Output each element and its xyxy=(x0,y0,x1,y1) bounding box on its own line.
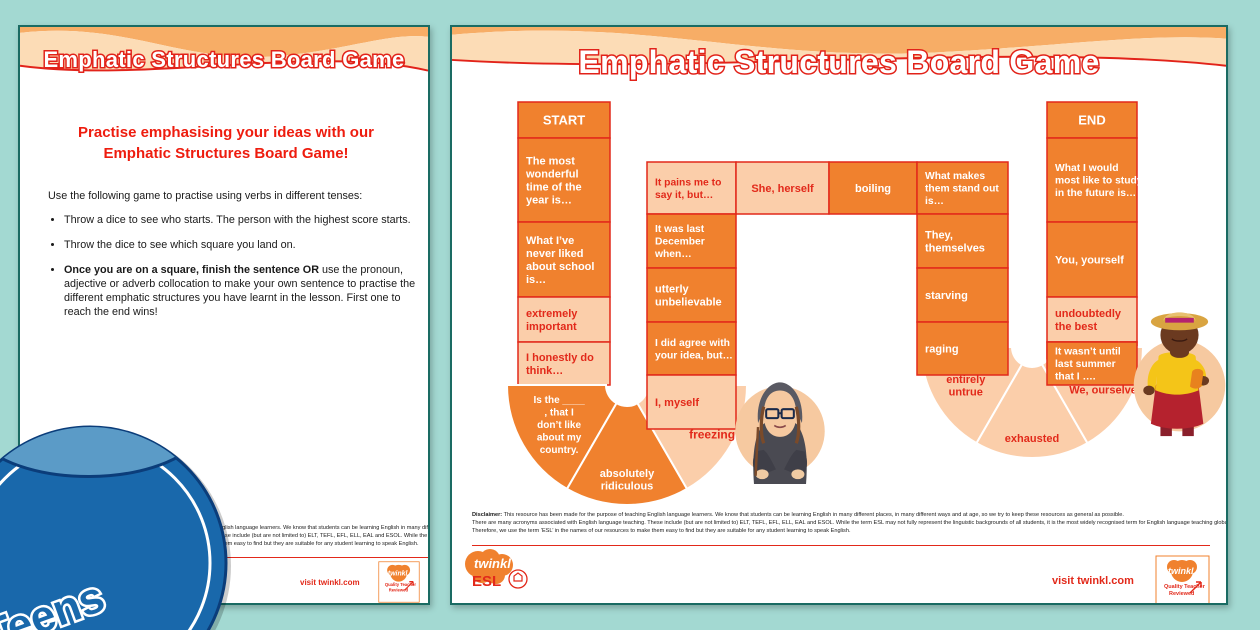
svg-text:You, yourself: You, yourself xyxy=(1055,255,1124,267)
svg-text:never liked: never liked xyxy=(526,248,583,260)
svg-text:themselves: themselves xyxy=(925,243,985,255)
svg-text:when…: when… xyxy=(654,249,692,260)
svg-text:in the future is…: in the future is… xyxy=(1055,188,1136,199)
svg-text:don’t like: don’t like xyxy=(537,420,581,431)
svg-text:your idea, but…: your idea, but… xyxy=(655,351,733,362)
svg-text:twinkl: twinkl xyxy=(474,556,511,571)
svg-text:ESL: ESL xyxy=(472,573,501,590)
svg-text:She, herself: She, herself xyxy=(751,183,814,195)
svg-text:The most: The most xyxy=(526,156,575,168)
svg-text:I honestly do: I honestly do xyxy=(526,352,594,364)
svg-text:unbelievable: unbelievable xyxy=(655,297,722,309)
svg-text:untrue: untrue xyxy=(949,386,983,398)
svg-text:about school: about school xyxy=(526,261,594,273)
svg-text:raging: raging xyxy=(925,344,959,356)
svg-text:undoubtedly: undoubtedly xyxy=(1055,308,1122,320)
svg-text:absolutely: absolutely xyxy=(600,468,655,480)
svg-text:They,: They, xyxy=(925,230,953,242)
svg-text:Quality Teacher: Quality Teacher xyxy=(1164,584,1206,590)
svg-text:Is the ____: Is the ____ xyxy=(534,395,586,406)
svg-text:What I would: What I would xyxy=(1055,163,1119,174)
svg-text:What I’ve: What I’ve xyxy=(526,235,574,247)
svg-text:What makes: What makes xyxy=(925,171,985,182)
svg-text:about my: about my xyxy=(537,432,582,443)
svg-text:END: END xyxy=(1078,113,1105,128)
svg-text:twinkl: twinkl xyxy=(1168,566,1194,576)
svg-text:time of the: time of the xyxy=(526,182,582,194)
svg-text:is…: is… xyxy=(526,274,546,286)
svg-text:wonderful: wonderful xyxy=(525,169,579,181)
svg-text:ridiculous: ridiculous xyxy=(601,481,654,493)
svg-text:It wasn’t until: It wasn’t until xyxy=(1055,347,1121,358)
svg-text:the best: the best xyxy=(1055,321,1098,333)
svg-text:twinkl: twinkl xyxy=(388,571,409,578)
svg-text:extremely: extremely xyxy=(526,308,578,320)
svg-text:think…: think… xyxy=(526,365,563,377)
svg-text:I did agree with: I did agree with xyxy=(655,338,730,349)
svg-text:most like to study: most like to study xyxy=(1055,176,1143,187)
svg-text:I, myself: I, myself xyxy=(655,397,699,409)
svg-text:is…: is… xyxy=(925,196,944,207)
svg-text:say it, but…: say it, but… xyxy=(655,190,713,201)
svg-text:important: important xyxy=(526,321,577,333)
svg-text:It was last: It was last xyxy=(655,224,705,235)
svg-text:START: START xyxy=(543,113,585,128)
svg-text:boiling: boiling xyxy=(855,183,891,195)
svg-text:them stand out: them stand out xyxy=(925,184,999,195)
svg-text:utterly: utterly xyxy=(655,284,690,296)
svg-text:December: December xyxy=(655,237,705,248)
svg-text:starving: starving xyxy=(925,290,968,302)
svg-text:It pains me to: It pains me to xyxy=(655,178,721,189)
svg-text:exhausted: exhausted xyxy=(1005,433,1059,445)
svg-text:year is…: year is… xyxy=(526,195,572,207)
svg-text:last summer: last summer xyxy=(1055,359,1116,370)
svg-text:, that I: , that I xyxy=(544,407,574,418)
svg-text:country.: country. xyxy=(540,445,579,456)
svg-text:that I ….: that I …. xyxy=(1055,372,1096,383)
